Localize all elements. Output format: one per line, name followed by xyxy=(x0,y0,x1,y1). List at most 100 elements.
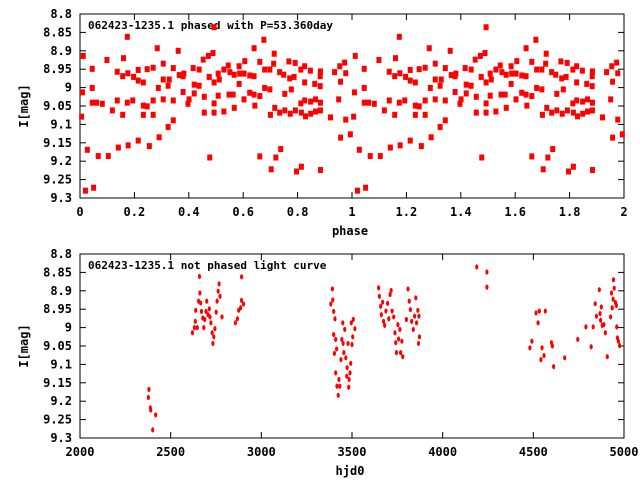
data-point xyxy=(560,86,566,93)
data-point xyxy=(195,325,199,331)
data-point xyxy=(302,113,308,120)
data-point xyxy=(262,84,268,91)
data-point xyxy=(317,68,323,75)
data-point xyxy=(472,56,478,63)
y-tick-label: 9.15 xyxy=(43,136,72,150)
data-point xyxy=(477,52,483,59)
data-point xyxy=(288,86,294,93)
data-point xyxy=(114,68,120,75)
data-point xyxy=(529,153,535,160)
data-point xyxy=(342,350,346,356)
data-point xyxy=(468,82,474,89)
data-point xyxy=(160,76,166,83)
data-point xyxy=(599,317,603,323)
data-point xyxy=(343,326,347,333)
data-point xyxy=(348,370,352,376)
data-point xyxy=(585,108,591,115)
data-point xyxy=(485,269,489,275)
data-point xyxy=(534,84,540,91)
data-point xyxy=(160,96,166,103)
data-point xyxy=(603,330,607,336)
data-point xyxy=(198,300,203,306)
data-point xyxy=(448,72,454,79)
data-point xyxy=(414,320,419,326)
data-point xyxy=(539,66,545,73)
data-point xyxy=(213,326,217,332)
data-point xyxy=(185,100,191,107)
data-point xyxy=(545,154,551,161)
data-point xyxy=(539,111,545,118)
data-point xyxy=(331,297,335,303)
data-point xyxy=(211,100,217,107)
data-point xyxy=(605,354,609,360)
data-point xyxy=(610,78,616,85)
data-point xyxy=(170,117,176,124)
data-point xyxy=(180,89,186,96)
data-point xyxy=(272,104,278,111)
data-point xyxy=(200,56,206,63)
data-point xyxy=(351,113,357,120)
data-point xyxy=(503,104,509,111)
data-point xyxy=(608,314,613,320)
data-point xyxy=(438,76,444,83)
data-point xyxy=(563,73,569,80)
data-point xyxy=(343,116,349,123)
data-point xyxy=(608,96,614,103)
data-point xyxy=(407,77,413,84)
data-point xyxy=(379,303,383,309)
data-point xyxy=(398,350,403,356)
data-point xyxy=(89,84,95,91)
data-point xyxy=(594,313,599,319)
data-point xyxy=(580,110,586,117)
data-point xyxy=(214,309,218,315)
data-point xyxy=(498,91,504,98)
data-point xyxy=(452,89,458,96)
data-point xyxy=(536,320,540,326)
data-point xyxy=(371,100,377,107)
data-point xyxy=(125,142,131,149)
data-point xyxy=(247,72,253,79)
data-point xyxy=(339,357,343,363)
data-point xyxy=(166,76,172,83)
data-point xyxy=(376,57,382,63)
data-point xyxy=(539,357,543,363)
data-point xyxy=(291,73,297,80)
data-point xyxy=(140,111,146,118)
data-point xyxy=(247,89,253,96)
y-tick-label: 9 xyxy=(65,81,72,95)
data-point xyxy=(140,102,146,109)
data-point xyxy=(478,73,484,80)
data-point xyxy=(462,65,468,72)
y-tick-label: 9 xyxy=(65,321,72,335)
data-point xyxy=(313,108,319,115)
data-point xyxy=(493,66,499,73)
data-point xyxy=(317,167,323,174)
x-tick-label: 3500 xyxy=(338,445,367,459)
data-point xyxy=(241,70,247,77)
data-point xyxy=(317,73,323,80)
data-point xyxy=(530,338,534,344)
data-point xyxy=(353,326,357,332)
data-point xyxy=(519,72,525,79)
data-point xyxy=(529,58,535,65)
data-point xyxy=(347,376,351,383)
x-tick-label: 2500 xyxy=(156,445,185,459)
data-point xyxy=(574,79,580,86)
data-point xyxy=(135,66,141,73)
data-point xyxy=(508,80,514,87)
data-point xyxy=(398,326,402,333)
data-point xyxy=(447,47,453,54)
data-point xyxy=(312,80,318,87)
data-point xyxy=(335,383,339,389)
data-point xyxy=(210,330,214,336)
y-tick-label: 9.3 xyxy=(50,431,72,445)
data-point xyxy=(204,308,208,315)
data-point xyxy=(181,70,187,77)
data-point xyxy=(287,75,293,82)
x-tick-label: 0.2 xyxy=(124,205,146,219)
data-point xyxy=(330,286,335,292)
data-point xyxy=(337,63,343,70)
x-tick-label: 2000 xyxy=(66,445,95,459)
data-point xyxy=(79,89,85,96)
data-point xyxy=(393,55,399,62)
